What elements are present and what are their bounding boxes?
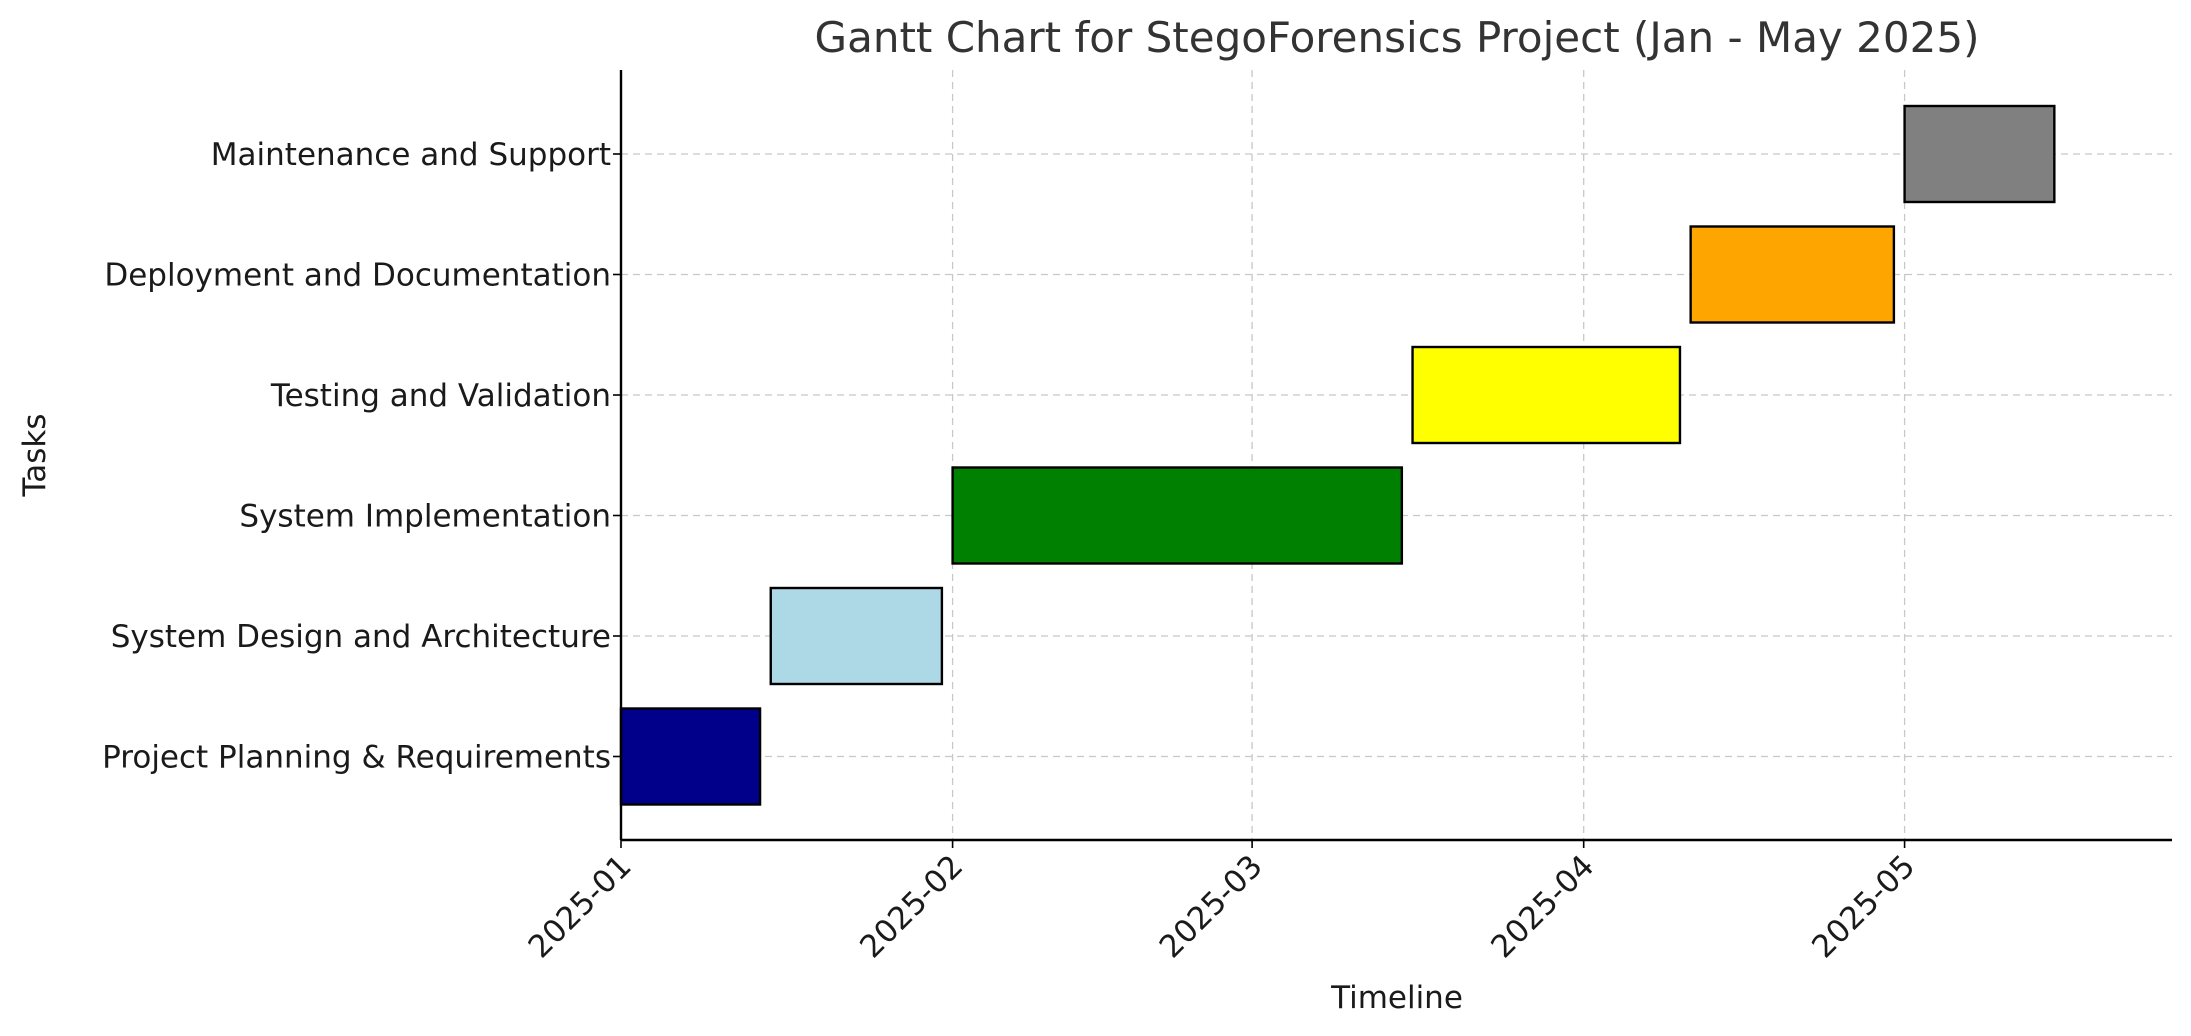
x-axis-label: Timeline xyxy=(1330,980,1463,1016)
x-tick-label: 2025-03 xyxy=(1153,848,1270,965)
y-tick-label: System Implementation xyxy=(239,499,611,535)
y-tick-label: Deployment and Documentation xyxy=(104,258,611,294)
gantt-bar xyxy=(1903,104,2056,204)
x-tick-label: 2025-02 xyxy=(853,848,970,965)
chart-title: Gantt Chart for StegoForensics Project (… xyxy=(815,13,1980,62)
gantt-bar xyxy=(951,466,1404,565)
y-tick-label: Project Planning & Requirements xyxy=(102,740,611,776)
axis-layer xyxy=(613,70,2172,848)
y-tick-label: Testing and Validation xyxy=(270,378,611,414)
bar-layer xyxy=(619,104,2056,806)
y-axis-label: Tasks xyxy=(17,413,53,497)
x-tick-label: 2025-04 xyxy=(1484,848,1601,965)
x-tick-label: 2025-05 xyxy=(1805,848,1922,965)
y-tick-label: Maintenance and Support xyxy=(211,137,611,173)
gantt-bar xyxy=(1689,225,1896,324)
gantt-bar xyxy=(769,586,944,686)
x-tick-label: 2025-01 xyxy=(522,848,639,965)
y-tick-label: System Design and Architecture xyxy=(111,619,611,655)
gantt-bar xyxy=(619,707,762,806)
gantt-bar xyxy=(1411,345,1682,445)
